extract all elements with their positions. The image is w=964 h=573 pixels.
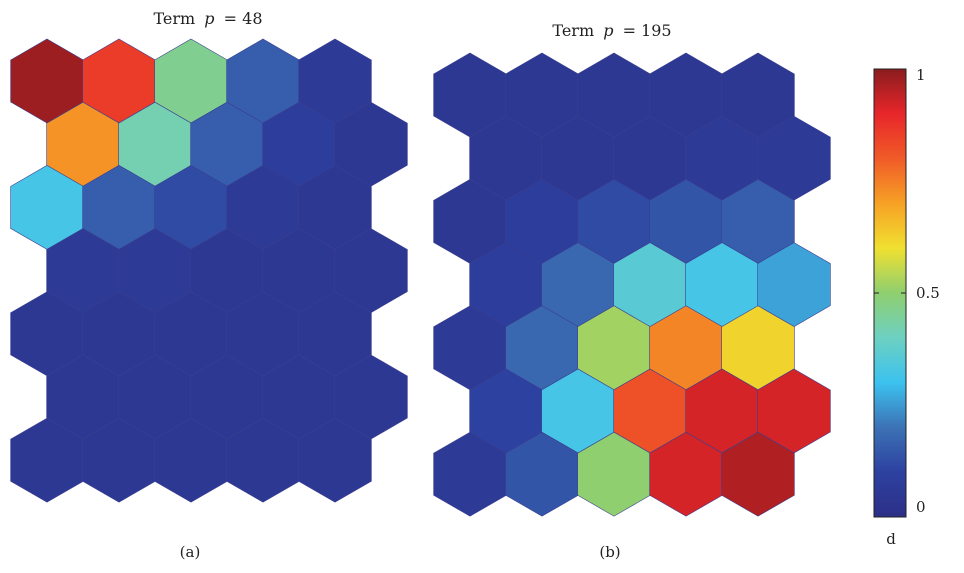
panel-a-title: Term p = 48 bbox=[153, 9, 262, 28]
panel-a-hex-cell-r6-c4 bbox=[298, 417, 372, 503]
colorbar-tick-0: 0 bbox=[916, 498, 926, 516]
panel-a-caption: (a) bbox=[180, 543, 201, 561]
hex-grid-b bbox=[433, 52, 831, 517]
colorbar-tick-0-5: 0.5 bbox=[916, 284, 940, 302]
panel-b: Term p = 195 (b) bbox=[433, 21, 831, 561]
hex-grid-a bbox=[10, 38, 408, 503]
panel-b-caption: (b) bbox=[599, 543, 620, 561]
panel-b-title: Term p = 195 bbox=[552, 21, 671, 40]
panel-a: Term p = 48 (a) bbox=[10, 9, 408, 561]
colorbar: 1 0.5 0 d bbox=[873, 66, 940, 548]
colorbar-tick-1: 1 bbox=[916, 66, 926, 84]
colorbar-label: d bbox=[886, 530, 896, 548]
panel-b-hex-cell-r6-c4 bbox=[721, 431, 795, 517]
